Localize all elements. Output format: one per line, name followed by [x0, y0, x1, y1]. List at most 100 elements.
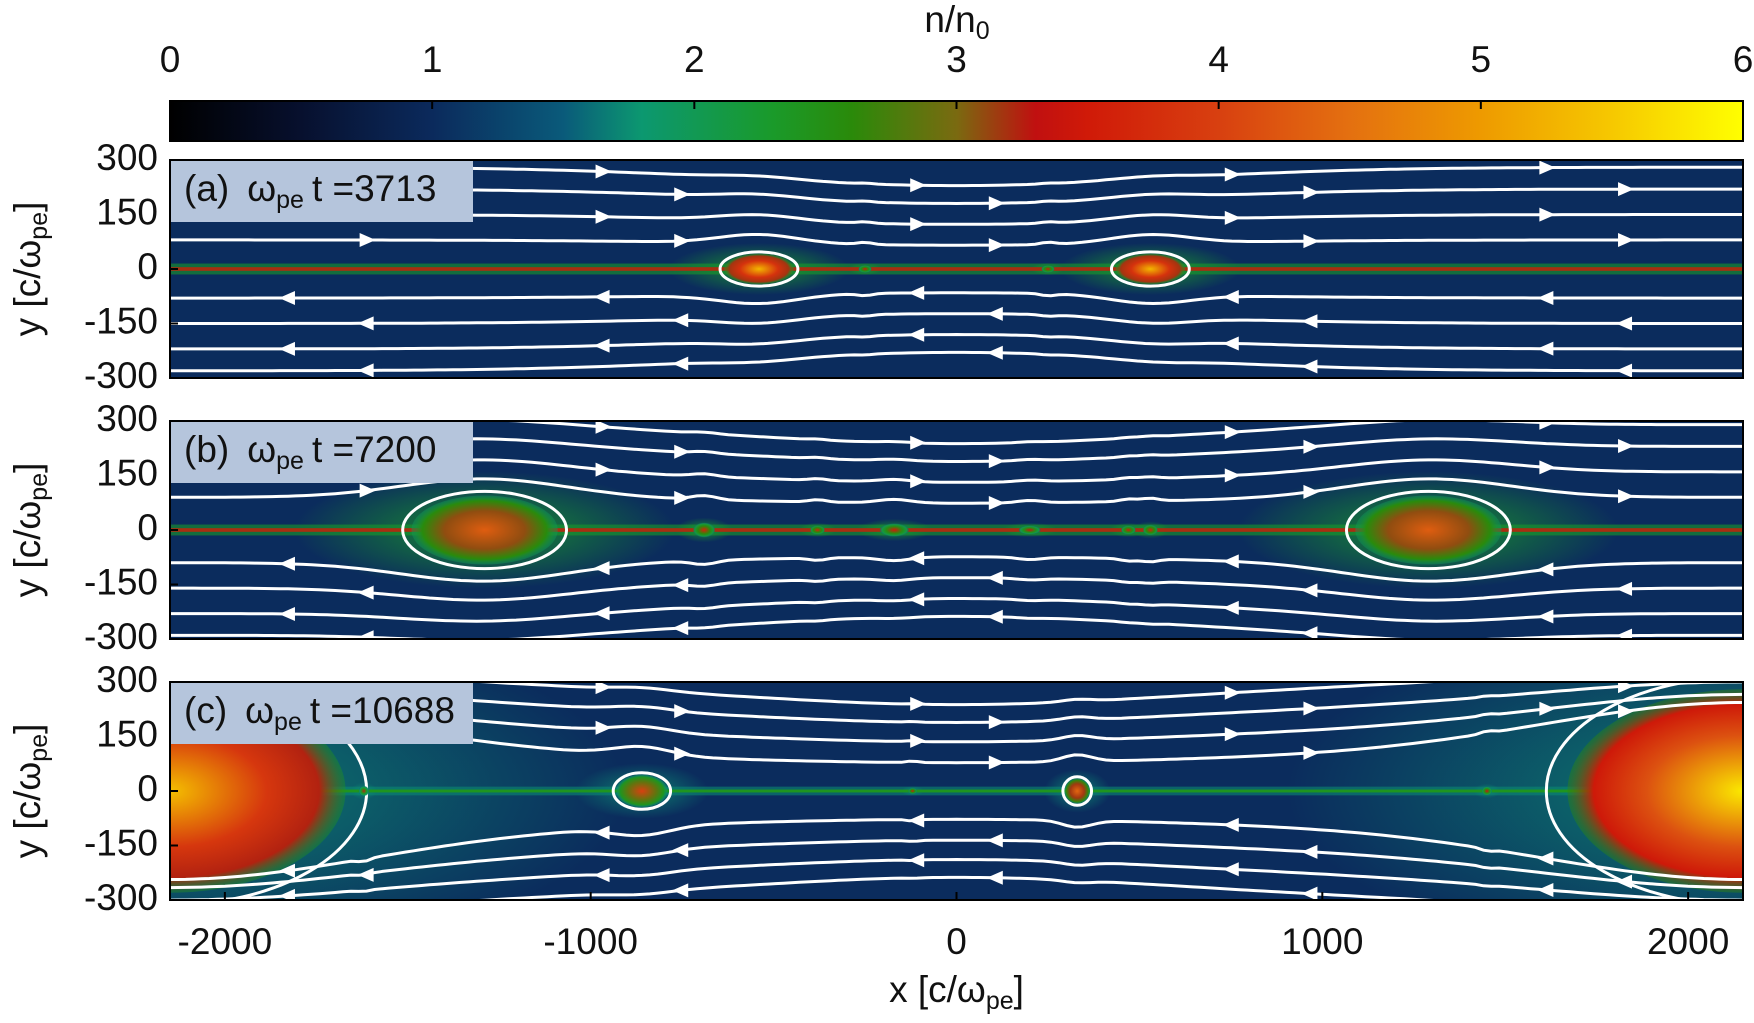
current-sheet — [170, 789, 1743, 793]
field-arrow — [1222, 600, 1239, 615]
field-arrow — [359, 483, 376, 498]
plasmoid — [1018, 525, 1041, 535]
colorbar-tick-label: 3 — [946, 39, 967, 80]
y-label-main: y [c/ω — [7, 240, 48, 337]
field-line — [170, 312, 1743, 325]
field-arrow — [910, 435, 927, 450]
separatrix — [1109, 250, 1191, 288]
field-arrow — [1301, 886, 1318, 900]
plasmoid — [858, 265, 872, 273]
plasmoid — [411, 495, 558, 565]
separatrix — [1344, 489, 1512, 571]
field-arrow — [595, 421, 612, 434]
plasmoid — [616, 774, 668, 808]
x-axis-label: x [c/ωpe] — [889, 969, 1024, 1015]
field-arrow — [1303, 745, 1320, 760]
field-arrow — [1222, 336, 1239, 351]
colorbar-tick-label: 0 — [160, 39, 181, 80]
y-tick-label: 300 — [96, 398, 158, 439]
field-arrow — [1301, 359, 1318, 374]
y-tick-label: 0 — [137, 507, 158, 548]
field-arrow — [674, 746, 691, 761]
separatrix — [718, 250, 800, 288]
panel-label-sub: pe — [276, 186, 304, 214]
field-arrow — [593, 825, 610, 840]
field-arrow — [359, 233, 376, 248]
field-arrow — [986, 833, 1003, 848]
plasmoid — [1064, 778, 1091, 804]
field-arrow — [1224, 167, 1241, 182]
field-arrow — [674, 187, 691, 202]
panel — [170, 421, 1743, 639]
field-arrow — [357, 363, 374, 378]
field-arrow — [1303, 439, 1320, 454]
panel-label-symbol: ω — [247, 168, 276, 209]
panel-label-letter: (a) — [184, 168, 229, 209]
x-tick-label: 2000 — [1647, 921, 1729, 962]
field-arrow — [595, 164, 612, 179]
field-arrow — [674, 444, 691, 459]
colorbar-title-main: n/n — [924, 0, 975, 40]
field-line — [170, 421, 1743, 446]
field-arrow — [988, 755, 1005, 770]
colorbar-tick-label: 1 — [422, 39, 443, 80]
field-arrow — [1618, 682, 1635, 694]
plasmoid — [908, 788, 917, 794]
panel-label-text: t =3713 — [312, 168, 436, 209]
field-arrow — [1537, 562, 1554, 577]
panel-label-box — [171, 683, 473, 744]
field-arrow — [1222, 289, 1239, 304]
current-sheet — [170, 528, 1743, 532]
field-arrow — [908, 327, 925, 342]
colorbar-title-sub: 0 — [976, 17, 990, 45]
field-arrow — [986, 870, 1003, 885]
y-tick-label: 150 — [96, 191, 158, 232]
field-arrow — [278, 863, 295, 878]
field-arrow — [1618, 489, 1635, 504]
field-arrow — [674, 490, 691, 505]
field-arrow — [1303, 234, 1320, 249]
y-label-end: ] — [7, 202, 48, 212]
y-tick-label: 0 — [137, 768, 158, 809]
field-line — [170, 576, 1743, 602]
field-line — [170, 350, 1743, 373]
field-arrow — [1301, 844, 1318, 859]
field-arrow — [593, 868, 610, 883]
y-label-main: y [c/ω — [7, 501, 48, 598]
y-tick-label: 150 — [96, 452, 158, 493]
field-line — [170, 614, 1743, 639]
field-arrow — [278, 888, 295, 900]
x-label-end: ] — [1014, 969, 1024, 1010]
x-tick-label: 0 — [946, 921, 967, 962]
field-arrow — [674, 233, 691, 248]
separatrix — [1061, 775, 1094, 807]
field-arrow — [1224, 425, 1241, 440]
field-arrow — [908, 551, 925, 566]
field-arrow — [1539, 207, 1556, 222]
y-label-sub: pe — [25, 734, 53, 762]
field-arrow — [986, 570, 1003, 585]
field-line — [460, 682, 1453, 707]
field-arrow — [1539, 701, 1556, 716]
plasmoid — [693, 522, 716, 538]
colorbar-title: n/n0 — [924, 0, 989, 45]
field-arrow — [1222, 862, 1239, 877]
field-arrow — [910, 474, 927, 489]
field-arrow — [1616, 905, 1632, 919]
field-arrow — [593, 561, 610, 576]
field-arrow — [674, 704, 691, 719]
field-arrow — [988, 496, 1005, 511]
panel-label-text: t =10688 — [310, 690, 455, 731]
field-arrow — [910, 178, 927, 193]
field-arrow — [1539, 421, 1556, 430]
y-tick-label: -150 — [84, 300, 158, 341]
field-arrow — [1618, 232, 1635, 247]
field-arrow — [593, 606, 610, 621]
separatrix — [611, 771, 673, 811]
colorbar-tick-label: 4 — [1208, 39, 1229, 80]
field-arrow — [1224, 210, 1241, 225]
field-arrow — [1224, 727, 1241, 742]
plasmoid — [879, 523, 909, 537]
colorbar-tick-label: 5 — [1471, 39, 1492, 80]
